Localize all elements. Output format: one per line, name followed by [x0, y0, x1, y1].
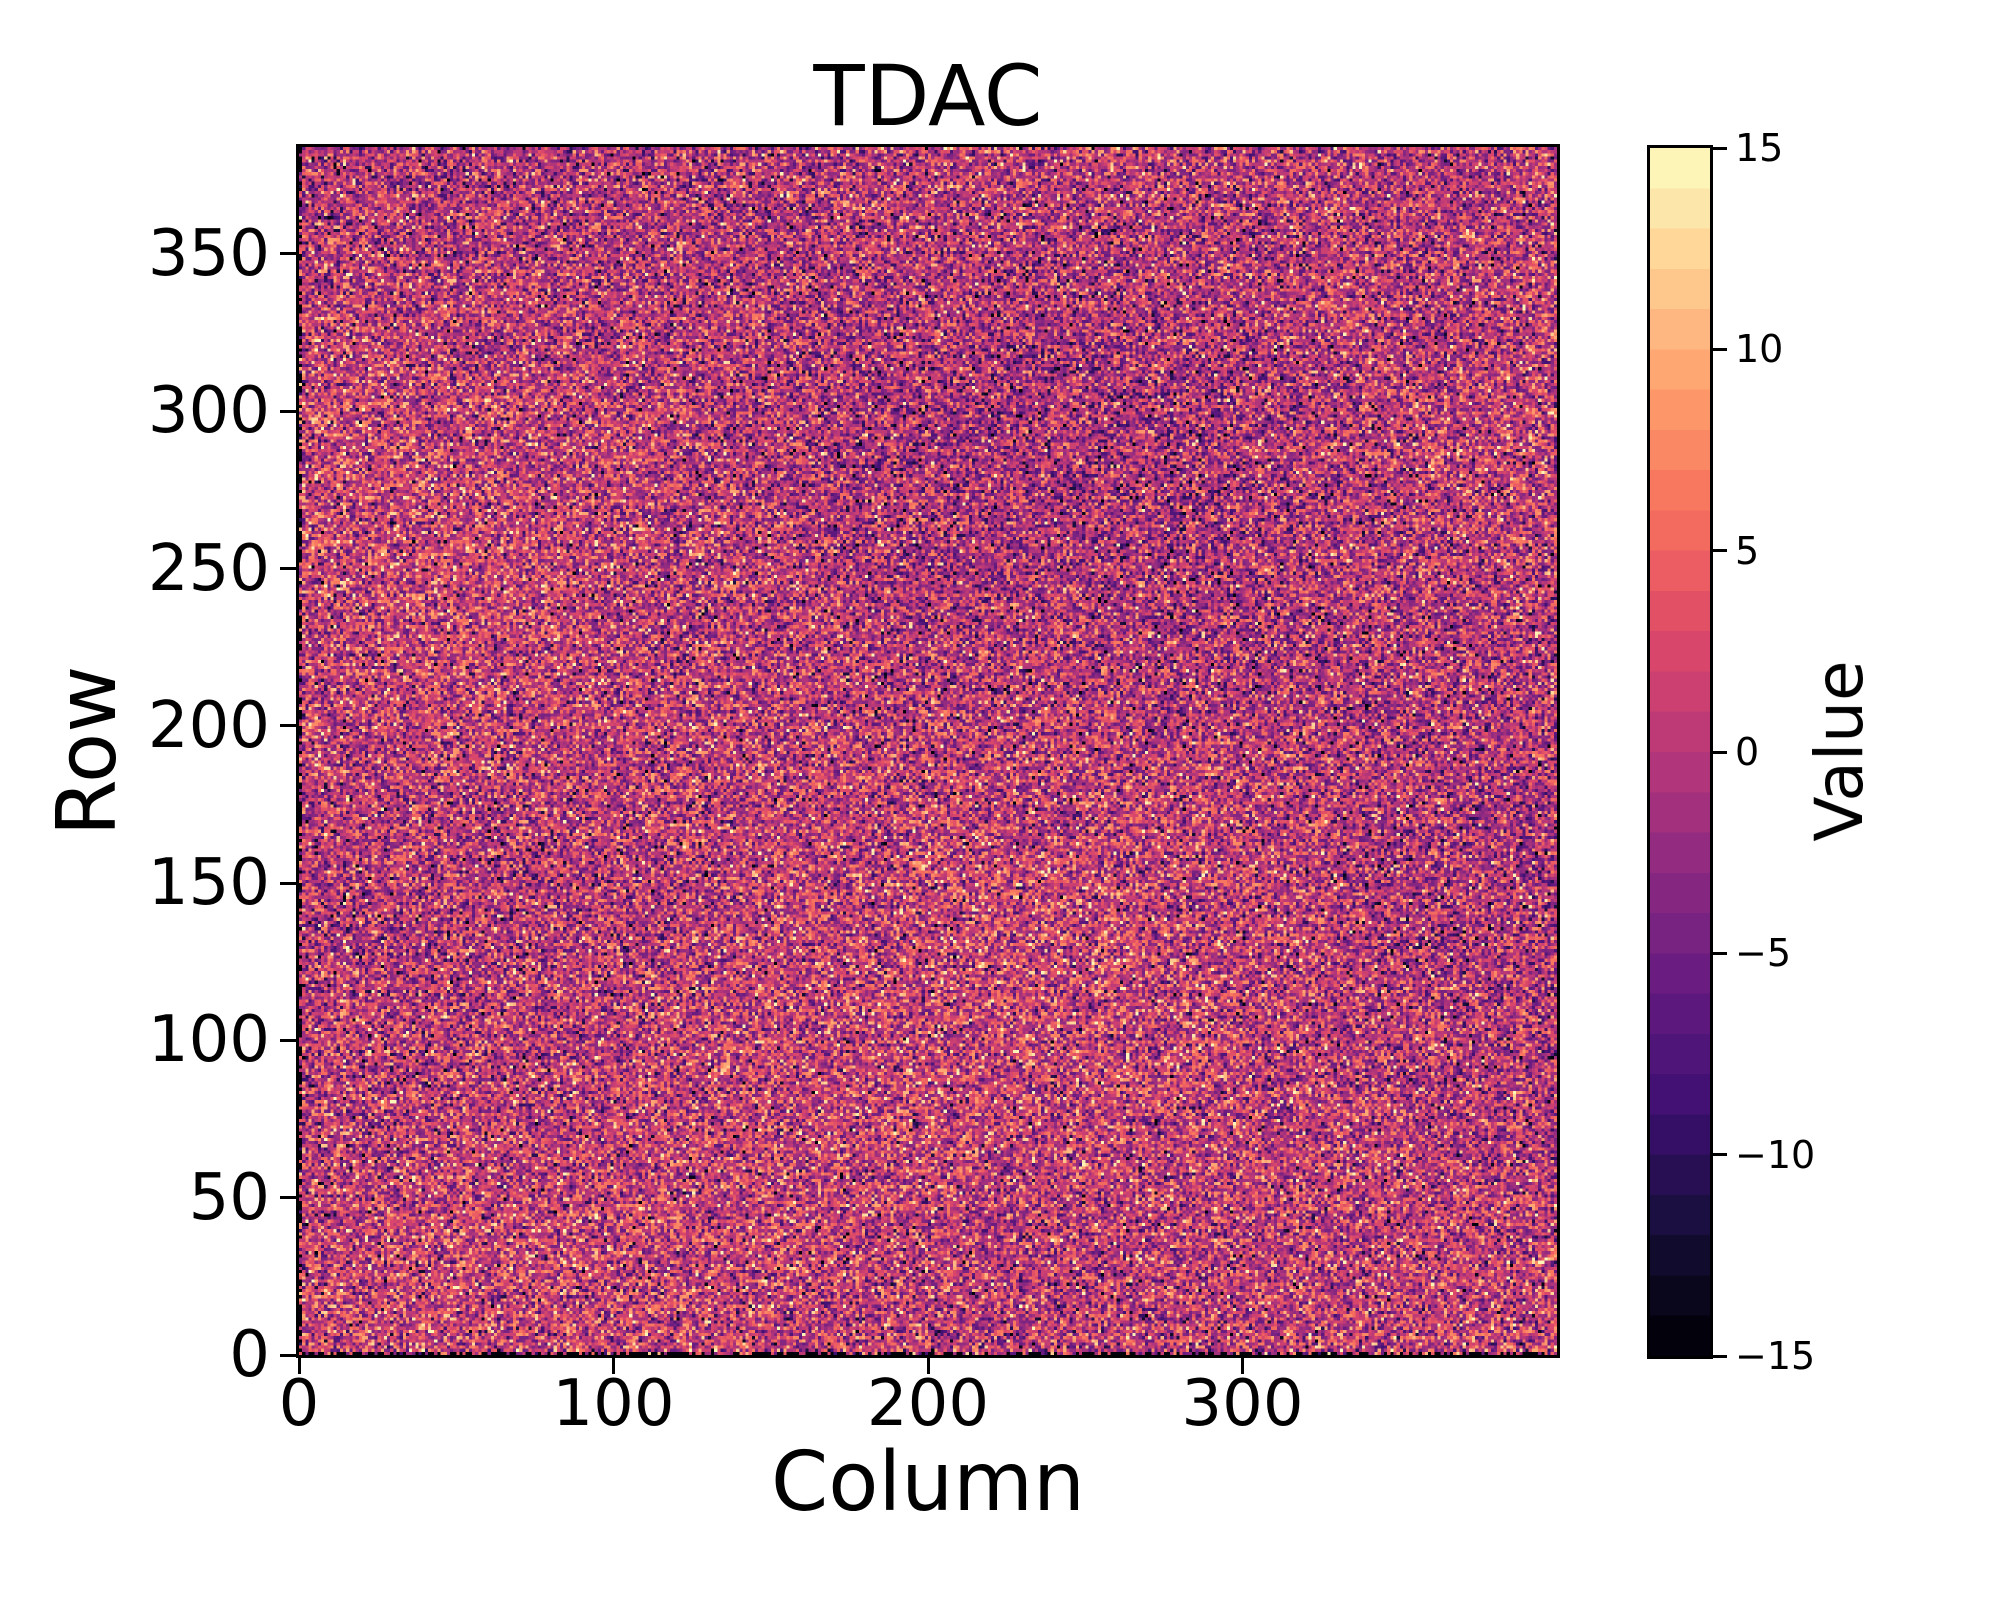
colorbar-tick-mark — [1713, 549, 1727, 553]
x-axis-label: Column — [770, 1435, 1086, 1530]
y-tick-label: 250 — [147, 531, 270, 606]
x-tick-mark — [926, 1358, 930, 1374]
colorbar-tick-label: 5 — [1735, 528, 1760, 573]
colorbar-tick-label: −10 — [1735, 1132, 1816, 1177]
colorbar-tick-label: −5 — [1735, 931, 1792, 976]
x-tick-label: 0 — [278, 1367, 320, 1441]
y-tick-label: 300 — [147, 374, 270, 449]
y-tick-mark — [280, 567, 296, 571]
y-tick-label: 350 — [147, 216, 270, 291]
y-tick-label: 200 — [147, 688, 270, 763]
colorbar-tick-mark — [1713, 951, 1727, 955]
x-tick-mark — [1241, 1358, 1244, 1374]
y-tick-mark — [280, 724, 296, 728]
y-tick-label: 50 — [188, 1160, 270, 1235]
y-tick-mark — [280, 881, 296, 885]
y-tick-mark — [280, 1196, 296, 1200]
y-tick-label: 150 — [147, 846, 270, 921]
y-tick-mark — [280, 252, 296, 256]
x-tick-mark — [297, 1358, 301, 1374]
y-tick-mark — [280, 1353, 296, 1357]
y-tick-mark — [280, 1038, 296, 1042]
colorbar-tick-mark — [1713, 347, 1727, 351]
colorbar-tick-mark — [1713, 1354, 1727, 1358]
colorbar-tick-mark — [1713, 750, 1727, 754]
x-tick-label: 100 — [552, 1367, 675, 1441]
colorbar-label: Value — [1801, 660, 1878, 842]
colorbar-tick-label: 10 — [1735, 327, 1784, 372]
x-tick-label: 200 — [866, 1367, 990, 1441]
colorbar-tick-label: 0 — [1735, 730, 1760, 774]
y-tick-mark — [280, 409, 296, 413]
colorbar-tick-mark — [1713, 1153, 1727, 1157]
colorbar — [1650, 148, 1710, 1356]
x-tick-label: 300 — [1181, 1367, 1304, 1441]
y-tick-label: 100 — [147, 1003, 270, 1078]
colorbar-tick-mark — [1713, 146, 1727, 150]
chart-title: TDAC — [813, 47, 1043, 145]
y-axis-label: Row — [40, 665, 135, 837]
y-tick-label: 0 — [229, 1318, 270, 1392]
x-tick-mark — [612, 1358, 615, 1374]
colorbar-tick-label: 15 — [1735, 126, 1784, 170]
colorbar-tick-label: −15 — [1735, 1334, 1816, 1378]
heatmap-image — [299, 147, 1557, 1355]
